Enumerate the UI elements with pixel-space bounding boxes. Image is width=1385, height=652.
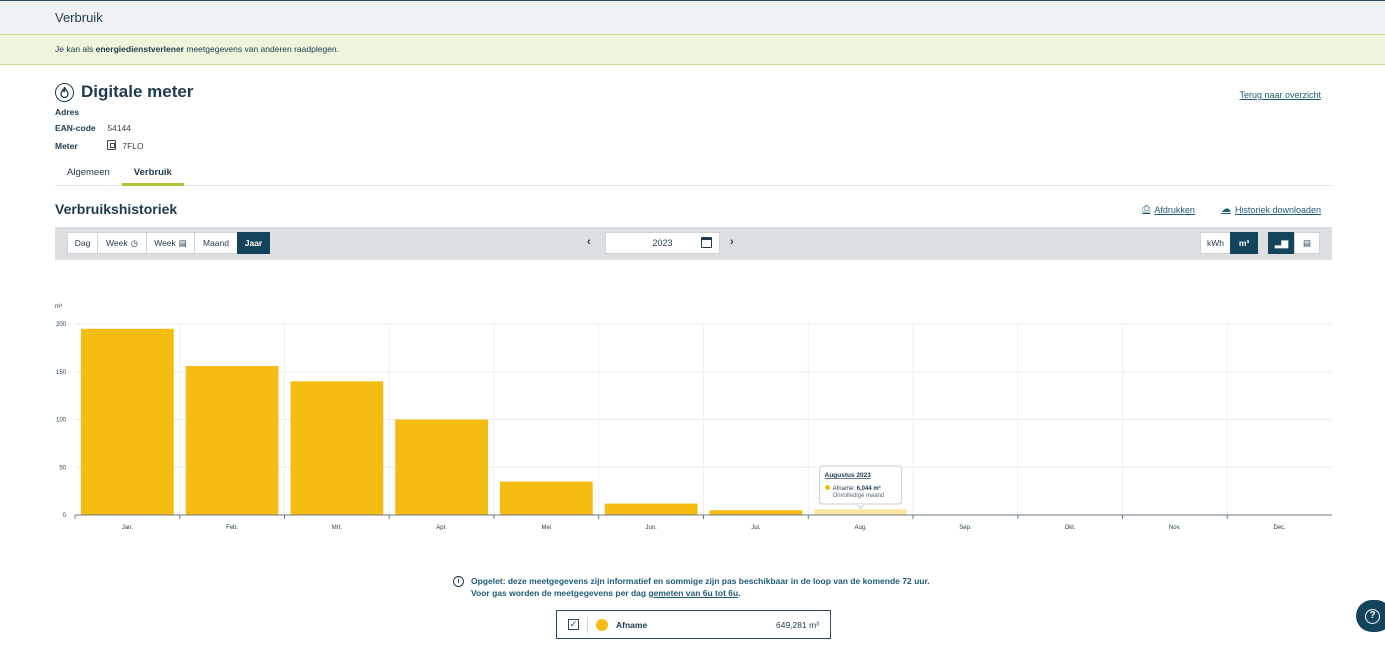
- bar: [81, 328, 174, 515]
- view-selector: ▂▆ ▤: [1268, 232, 1320, 254]
- clock-icon: ◷: [130, 237, 138, 248]
- info-note: i Opgelet: deze meetgegevens zijn inform…: [453, 575, 930, 599]
- ean-label: EAN-code: [55, 123, 96, 133]
- gas-flame-icon: [55, 82, 74, 102]
- info-icon: i: [453, 576, 464, 587]
- table-icon: ▤: [1302, 237, 1312, 248]
- x-tick-label: Okt.: [1065, 525, 1076, 531]
- notice-text: Je kan als energiedienstverlener meetgeg…: [55, 44, 340, 54]
- x-tick-label: Jan.: [122, 525, 134, 531]
- y-tick-label: 200: [56, 322, 67, 328]
- x-tick-label: Jul.: [751, 525, 761, 531]
- chart-toolbar: Dag Week ◷ Week ▤ Maand Jaar ‹ 2023 › kWh …: [55, 227, 1332, 260]
- bar: [290, 381, 384, 515]
- help-icon: ?: [1365, 608, 1380, 624]
- tab-bar: Algemeen Verbruik: [55, 163, 1332, 186]
- tooltip-note: Onvolledige maand: [833, 493, 885, 499]
- notice-banner: Je kan als energiedienstverlener meetgeg…: [0, 34, 1385, 65]
- bar: [709, 510, 803, 515]
- printer-icon: ⎙: [1142, 204, 1151, 215]
- meter-row: Meter 7FLO: [55, 140, 144, 151]
- address-label: Adres: [55, 107, 80, 117]
- calendar-icon: ▤: [178, 237, 187, 248]
- legend-divider: [587, 617, 588, 633]
- table-view-button[interactable]: ▤: [1294, 232, 1320, 254]
- y-axis-unit-label: m³: [55, 304, 62, 310]
- tooltip-title: Augustus 2023: [825, 472, 872, 479]
- bar-chart-icon: ▂▆: [1274, 237, 1289, 248]
- x-tick-label: Sep.: [959, 525, 972, 531]
- address-row: Adres: [55, 107, 105, 117]
- consumption-bar-chart: m³ 0 50 100 150 200 Jan. Feb. Mrt. Apr. Mei Jun. Jul…: [55, 304, 1332, 531]
- meter-heading: Digitale meter: [55, 82, 193, 102]
- print-label: Afdrukken: [1154, 204, 1195, 215]
- tab-verbruik[interactable]: Verbruik: [121, 163, 184, 186]
- next-year-button[interactable]: ›: [730, 236, 734, 248]
- x-tick-label: Aug.: [854, 525, 867, 531]
- download-history-link[interactable]: ☁ Historiek downloaden: [1221, 204, 1321, 215]
- bar: [500, 481, 593, 515]
- bar: [814, 509, 907, 515]
- print-link[interactable]: ⎙ Afdrukken: [1142, 204, 1195, 215]
- year-picker[interactable]: 2023: [605, 232, 720, 254]
- info-line-2: Voor gas worden de meetgegevens per dag …: [471, 588, 741, 598]
- period-jaar-button[interactable]: Jaar: [237, 232, 270, 254]
- period-week-clock-button[interactable]: Week ◷: [97, 232, 147, 254]
- history-title: Verbruikshistoriek: [55, 201, 178, 217]
- help-button[interactable]: ?: [1356, 600, 1385, 632]
- tab-algemeen[interactable]: Algemeen: [67, 167, 110, 178]
- meter-value: 7FLO: [122, 141, 144, 151]
- history-actions: ⎙ Afdrukken ☁ Historiek downloaden: [1142, 204, 1321, 215]
- top-bar: Verbruik: [0, 0, 1385, 34]
- y-tick-label: 0: [63, 513, 67, 519]
- y-tick-label: 150: [56, 370, 67, 376]
- measurement-window-link[interactable]: gemeten van 6u tot 6u: [648, 588, 739, 598]
- tooltip-pointer: [856, 503, 865, 509]
- legend-item[interactable]: ✓ Afname 649,281 m³: [556, 610, 831, 639]
- unit-kwh-button[interactable]: kWh: [1200, 232, 1231, 254]
- legend-series-total: 649,281 m³: [776, 620, 819, 630]
- meter-icon: [107, 140, 117, 150]
- bar: [395, 419, 488, 515]
- ean-row: EAN-code 54144: [55, 123, 131, 133]
- page-title: Verbruik: [55, 10, 103, 25]
- calendar-icon: [701, 237, 712, 248]
- prev-year-button[interactable]: ‹: [587, 236, 591, 248]
- y-tick-label: 100: [56, 418, 67, 424]
- tooltip-value: Afname: 6,044 m³: [833, 485, 881, 492]
- period-week-calendar-button[interactable]: Week ▤: [146, 232, 195, 254]
- cloud-download-icon: ☁: [1220, 204, 1231, 215]
- tooltip-series-dot: [825, 485, 831, 490]
- download-label: Historiek downloaden: [1234, 204, 1321, 215]
- meter-label: Meter: [55, 141, 78, 151]
- info-line-1: Opgelet: deze meetgegevens zijn informat…: [471, 576, 930, 586]
- x-tick-label: Jun.: [645, 525, 657, 531]
- year-value: 2023: [652, 238, 673, 248]
- legend-color-dot: [596, 619, 608, 631]
- unit-m3-button[interactable]: m³: [1230, 232, 1258, 254]
- period-dag-button[interactable]: Dag: [67, 232, 98, 254]
- x-tick-label: Mrt.: [332, 525, 343, 531]
- back-to-overview-link[interactable]: Terug naar overzicht: [1239, 90, 1321, 100]
- ean-value: 54144: [107, 123, 132, 133]
- bar: [185, 366, 279, 515]
- meter-title: Digitale meter: [81, 82, 194, 101]
- bar: [604, 503, 698, 515]
- x-tick-label: Apr.: [436, 525, 447, 531]
- y-tick-label: 50: [59, 465, 66, 471]
- x-tick-label: Nov.: [1169, 525, 1181, 531]
- x-tick-label: Dec.: [1273, 525, 1286, 531]
- x-tick-label: Feb.: [226, 525, 238, 531]
- x-tick-label: Mei: [542, 525, 552, 531]
- legend-series-name: Afname: [616, 620, 648, 630]
- period-maand-button[interactable]: Maand: [194, 232, 238, 254]
- unit-selector: kWh m³: [1200, 232, 1258, 254]
- legend-checkbox[interactable]: ✓: [568, 619, 579, 630]
- bar-chart-view-button[interactable]: ▂▆: [1268, 232, 1295, 254]
- period-selector: Dag Week ◷ Week ▤ Maand Jaar: [67, 232, 270, 254]
